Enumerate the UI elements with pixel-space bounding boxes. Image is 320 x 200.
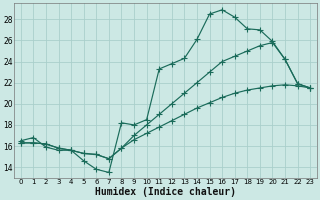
X-axis label: Humidex (Indice chaleur): Humidex (Indice chaleur): [95, 186, 236, 197]
